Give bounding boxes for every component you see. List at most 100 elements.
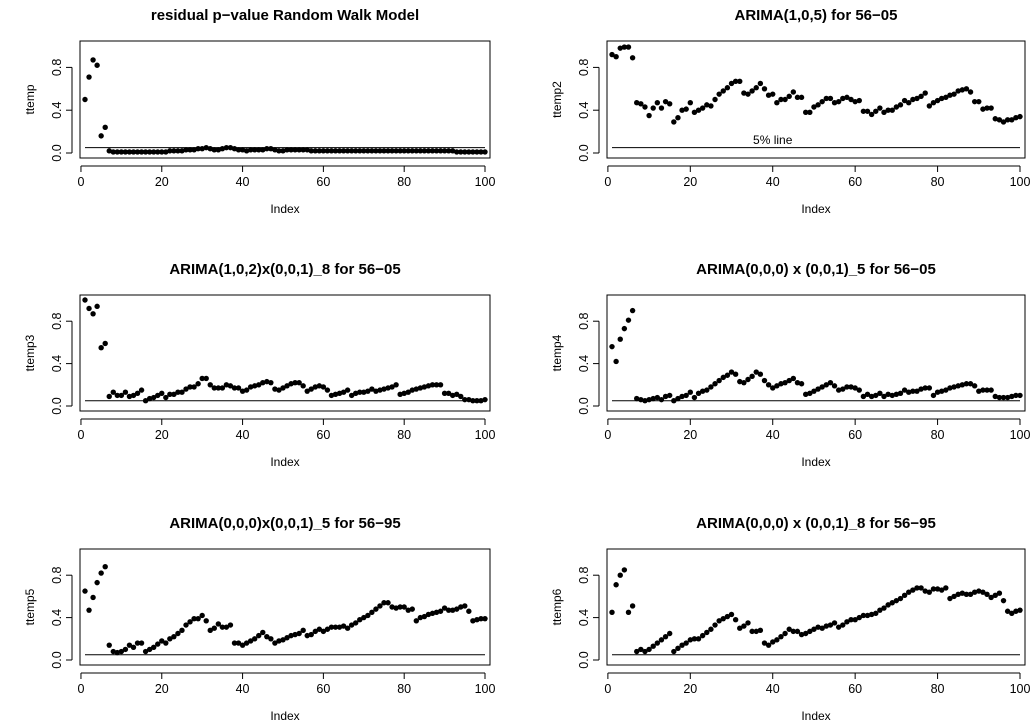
data-point [683,640,689,646]
data-point [757,627,764,634]
data-point [654,640,661,646]
data-point [737,625,743,631]
y-tick-label: 0.8 [50,312,64,329]
data-point [344,387,351,393]
data-point [203,144,209,151]
data-point [199,146,205,152]
data-point [82,96,88,103]
data-point [134,640,141,646]
data-point [951,384,957,390]
data-point [251,147,258,153]
data-point [901,387,908,393]
data-point [98,133,104,139]
data-point [926,103,933,109]
data-point [786,626,792,632]
data-point [868,393,875,400]
data-point [1013,608,1019,614]
data-point [296,379,302,386]
data-point [219,385,226,391]
data-point [980,106,986,112]
panel-4: ARIMA(0,0,0) x (0,0,1)_5 for 56−05 0 20 40 6… [550,261,1030,469]
data-point [889,392,895,399]
data-point [187,147,193,153]
data-point [827,379,834,386]
x-tick-label: 40 [766,175,780,189]
data-point [790,628,797,635]
x-tick-label: 0 [604,175,611,189]
data-point [260,629,266,636]
data-point [462,149,468,155]
data-point [691,636,698,642]
y-axis-label: ttemp [23,84,37,114]
data-point [794,379,801,386]
data-point [745,620,751,626]
data-point [757,371,764,377]
data-point [365,388,371,394]
data-point [980,387,986,393]
data-point [757,80,764,87]
data-point [146,646,153,653]
data-point [774,383,780,389]
data-point [458,604,464,610]
data-point [316,626,323,632]
data-point [223,624,230,630]
data-point [175,148,181,154]
data-point [642,398,648,404]
data-point [466,149,472,155]
data-point [195,146,201,152]
data-point [992,592,998,599]
reference-line-label: 5% line [753,133,793,147]
x-tick-label: 60 [848,428,862,442]
data-point [967,591,974,597]
data-point [292,379,298,386]
data-point [868,611,875,618]
x-tick-label: 40 [236,682,250,696]
data-point [470,149,476,155]
data-point [264,378,270,385]
data-point [666,101,673,107]
data-point [959,382,966,388]
y-tick-label: 0.0 [50,651,64,668]
data-point [691,394,698,401]
data-point [716,91,722,97]
data-point [864,612,871,619]
data-point [223,382,230,388]
data-point [901,592,908,599]
data-point [1004,394,1011,401]
data-point [340,389,347,395]
data-point [320,384,327,390]
data-point [324,148,331,154]
data-point [687,389,694,395]
x-tick-label: 40 [236,175,250,189]
data-point [922,588,928,594]
data-point [336,148,343,154]
data-point [984,105,990,111]
data-point [840,622,846,628]
x-tick-label: 40 [766,428,780,442]
data-point [906,589,912,595]
data-point [421,384,428,390]
data-point [300,627,306,634]
data-point [215,621,222,627]
data-point [959,87,966,93]
data-point [470,618,476,624]
data-point [344,148,351,154]
data-point [308,386,314,392]
data-point [401,604,407,610]
data-point [138,149,145,155]
data-point [312,148,319,154]
data-point [381,148,387,154]
data-point [901,97,908,104]
data-point [811,626,817,632]
x-tick-label: 60 [316,428,330,442]
data-point [381,386,387,392]
data-point [474,617,480,623]
data-point [94,303,100,310]
data-point [947,92,953,98]
data-point [353,620,359,626]
data-point [393,382,399,388]
data-point [802,630,809,637]
data-point [482,149,488,155]
data-point [959,590,966,596]
